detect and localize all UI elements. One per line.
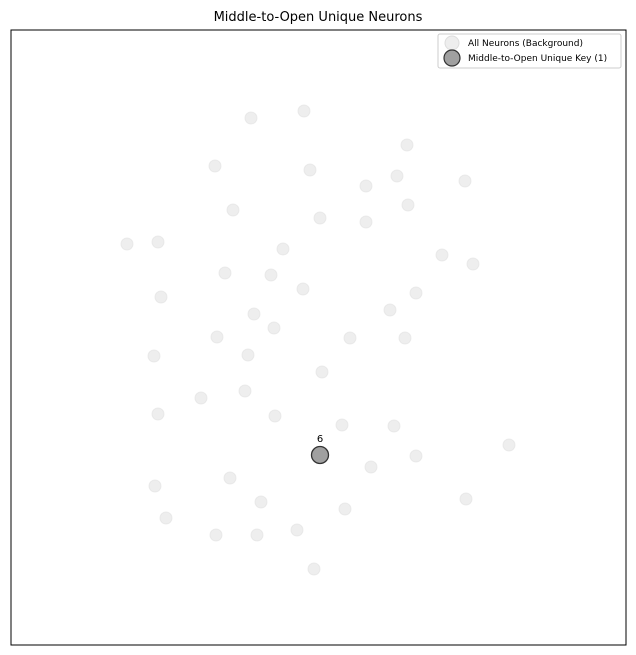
background-point-25 xyxy=(210,330,224,344)
background-point-6 xyxy=(390,169,404,183)
background-point-48 xyxy=(250,528,264,542)
legend: All Neurons (Background) Middle-to-Open … xyxy=(437,33,622,69)
background-point-17 xyxy=(218,266,232,280)
background-point-13 xyxy=(151,235,165,249)
background-point-21 xyxy=(409,286,423,300)
background-point-36 xyxy=(387,419,401,433)
background-point-23 xyxy=(247,307,261,321)
key-point-0 xyxy=(310,445,330,465)
background-point-38 xyxy=(364,460,378,474)
background-point-44 xyxy=(459,492,473,506)
background-point-33 xyxy=(268,409,282,423)
background-point-30 xyxy=(315,365,329,379)
background-point-11 xyxy=(401,198,415,212)
background-point-42 xyxy=(254,495,268,509)
background-point-8 xyxy=(226,203,240,217)
chart-title: Middle-to-Open Unique Neurons xyxy=(214,10,423,25)
legend-label-background: All Neurons (Background) xyxy=(468,39,583,49)
background-point-49 xyxy=(307,562,321,576)
background-point-10 xyxy=(359,215,373,229)
background-point-2 xyxy=(400,138,414,152)
background-point-3 xyxy=(208,159,222,173)
background-point-24 xyxy=(267,321,281,335)
background-point-29 xyxy=(241,348,255,362)
background-point-43 xyxy=(338,502,352,516)
background-point-46 xyxy=(290,523,304,537)
background-point-39 xyxy=(502,438,516,452)
legend-label-key: Middle-to-Open Unique Key (1) xyxy=(468,54,607,64)
background-point-45 xyxy=(159,511,173,525)
background-point-47 xyxy=(209,528,223,542)
background-point-22 xyxy=(383,303,397,317)
background-point-18 xyxy=(264,268,278,282)
background-point-40 xyxy=(223,471,237,485)
background-point-14 xyxy=(276,242,290,256)
legend-marker-key xyxy=(443,49,461,67)
background-point-37 xyxy=(409,449,423,463)
background-point-15 xyxy=(435,248,449,262)
legend-marker-background xyxy=(444,35,460,51)
background-point-4 xyxy=(303,163,317,177)
background-point-16 xyxy=(466,257,480,271)
background-point-28 xyxy=(147,349,161,363)
key-point-label-0: 6 xyxy=(317,434,323,445)
background-point-0 xyxy=(244,111,258,125)
plot-area xyxy=(10,29,627,646)
key-points-group: 6 xyxy=(310,434,330,465)
background-point-41 xyxy=(148,479,162,493)
background-point-27 xyxy=(398,331,412,345)
background-point-26 xyxy=(343,331,357,345)
background-point-9 xyxy=(313,211,327,225)
background-point-34 xyxy=(151,407,165,421)
background-points-group xyxy=(120,104,516,576)
background-point-5 xyxy=(359,179,373,193)
background-point-32 xyxy=(238,384,252,398)
background-point-12 xyxy=(120,237,134,251)
background-point-35 xyxy=(335,418,349,432)
background-point-31 xyxy=(194,391,208,405)
background-point-20 xyxy=(154,290,168,304)
background-point-7 xyxy=(458,174,472,188)
background-point-1 xyxy=(297,104,311,118)
background-point-19 xyxy=(296,282,310,296)
legend-frame xyxy=(437,33,622,69)
